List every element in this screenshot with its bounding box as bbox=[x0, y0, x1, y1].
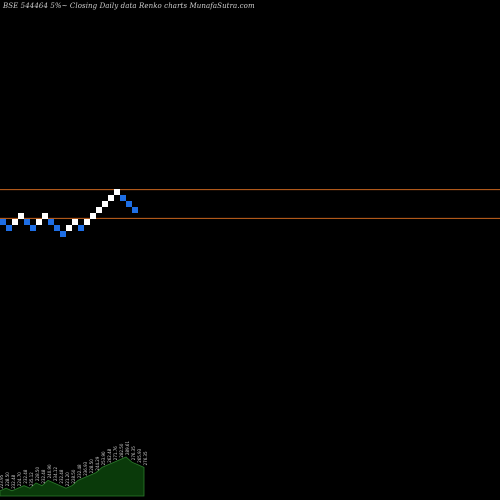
renko-brick-up bbox=[72, 219, 78, 225]
renko-brick-up bbox=[90, 213, 96, 219]
chart-title: BSE 544464 5%~ Closing Daily data Renko … bbox=[3, 2, 255, 10]
price-label: 236.93 bbox=[83, 461, 88, 475]
renko-brick-up bbox=[114, 189, 120, 195]
reference-lines bbox=[0, 189, 500, 219]
price-label: 289.61 bbox=[125, 441, 130, 455]
renko-brick-down bbox=[48, 219, 54, 225]
price-label: 276.35 bbox=[143, 451, 148, 465]
price-label: 221.20 bbox=[65, 472, 70, 486]
price-label: 228.50 bbox=[89, 459, 94, 473]
price-label: 262.48 bbox=[107, 448, 112, 462]
price-label: 224.70 bbox=[17, 472, 22, 486]
price-label: 240.90 bbox=[47, 464, 52, 478]
price-label: 232.48 bbox=[11, 474, 16, 488]
renko-brick-down bbox=[0, 219, 6, 225]
price-label: 232.48 bbox=[41, 469, 46, 483]
renko-brick-up bbox=[36, 219, 42, 225]
price-labels: 223.95 228.50 232.48 224.70 232.48 235.12 228.… bbox=[0, 441, 148, 489]
volume-area-path bbox=[0, 456, 145, 497]
price-label: 228.50 bbox=[5, 472, 10, 486]
renko-brick-up bbox=[18, 213, 24, 219]
price-label: 232.48 bbox=[77, 464, 82, 478]
price-label: 271.76 bbox=[113, 446, 118, 460]
renko-brick-down bbox=[120, 195, 126, 201]
price-label: 232.48 bbox=[23, 469, 28, 483]
renko-brick-down bbox=[30, 225, 36, 231]
price-label: 282.50 bbox=[119, 443, 124, 457]
renko-brick-down bbox=[6, 225, 12, 231]
renko-brick-up bbox=[96, 207, 102, 213]
price-label: 244.29 bbox=[95, 456, 100, 470]
price-label: 234.12 bbox=[53, 467, 58, 481]
price-label: 232.48 bbox=[59, 469, 64, 483]
renko-brick-down bbox=[24, 219, 30, 225]
price-label: 265.93 bbox=[137, 448, 142, 462]
volume-area bbox=[0, 456, 145, 497]
price-label: 235.12 bbox=[29, 472, 34, 486]
renko-brick-up bbox=[12, 219, 18, 225]
renko-brick-up bbox=[84, 219, 90, 225]
price-label: 223.95 bbox=[0, 474, 4, 488]
renko-brick-down bbox=[54, 225, 60, 231]
price-label: 276.35 bbox=[131, 446, 136, 460]
price-label: 228.50 bbox=[35, 467, 40, 481]
renko-brick-up bbox=[102, 201, 108, 207]
price-label: 253.90 bbox=[101, 451, 106, 465]
renko-brick-down bbox=[132, 207, 138, 213]
price-label: 228.50 bbox=[71, 469, 76, 483]
renko-brick-down bbox=[78, 225, 84, 231]
renko-bricks bbox=[0, 189, 138, 237]
renko-brick-up bbox=[108, 195, 114, 201]
renko-brick-up bbox=[66, 225, 72, 231]
renko-brick-down bbox=[126, 201, 132, 207]
renko-brick-down bbox=[60, 231, 66, 237]
renko-brick-up bbox=[42, 213, 48, 219]
